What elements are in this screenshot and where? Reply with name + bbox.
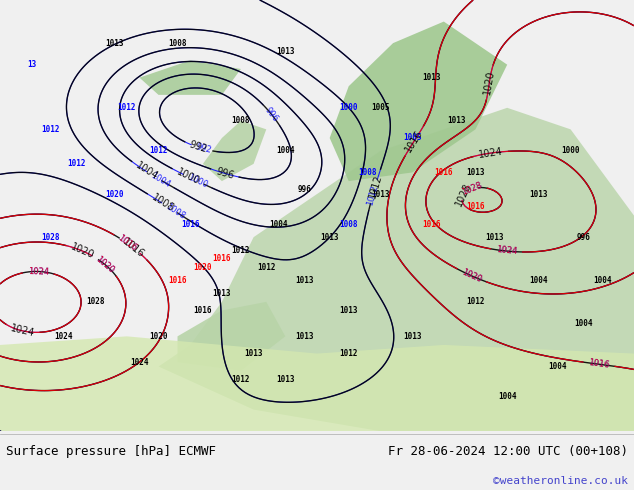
Text: 1004: 1004 (276, 147, 295, 155)
Text: 1013: 1013 (320, 233, 339, 242)
Text: 1000: 1000 (339, 103, 358, 112)
Text: 1008: 1008 (150, 193, 176, 214)
Text: 1012: 1012 (117, 103, 136, 112)
Text: 1016: 1016 (212, 254, 231, 263)
Text: 1012: 1012 (41, 125, 60, 134)
Polygon shape (203, 121, 266, 181)
Text: 1004: 1004 (498, 392, 517, 401)
Text: 1016: 1016 (466, 202, 485, 212)
Text: 1020: 1020 (193, 263, 212, 272)
Text: 1020: 1020 (460, 268, 483, 284)
Text: 1012: 1012 (149, 147, 168, 155)
Text: 1016: 1016 (434, 168, 453, 177)
Text: 1012: 1012 (231, 375, 250, 384)
Text: 996: 996 (263, 106, 280, 124)
Text: 1016: 1016 (181, 220, 200, 229)
Text: 1013: 1013 (105, 39, 124, 48)
Text: 1004: 1004 (149, 171, 172, 189)
Text: 1008: 1008 (358, 168, 377, 177)
Text: 1020: 1020 (105, 190, 124, 198)
Text: 1013: 1013 (212, 289, 231, 298)
Text: 1005: 1005 (371, 103, 390, 112)
Text: 992: 992 (195, 143, 212, 155)
Text: 1013: 1013 (295, 332, 314, 341)
Text: 1005: 1005 (403, 133, 422, 143)
Text: 13: 13 (27, 60, 36, 69)
Text: 1020: 1020 (460, 268, 483, 284)
Text: 996: 996 (297, 185, 311, 194)
Text: 1013: 1013 (339, 306, 358, 315)
Text: 1013: 1013 (447, 116, 466, 125)
Text: 1013: 1013 (422, 73, 441, 82)
Text: 1028: 1028 (460, 181, 483, 197)
Text: 1013: 1013 (276, 375, 295, 384)
Text: 1024: 1024 (130, 358, 149, 367)
Text: 1016: 1016 (121, 237, 146, 260)
Text: 1013: 1013 (485, 233, 504, 242)
Text: 1004: 1004 (134, 161, 160, 182)
Polygon shape (139, 60, 241, 95)
Text: Surface pressure [hPa] ECMWF: Surface pressure [hPa] ECMWF (6, 445, 216, 458)
Text: 1024: 1024 (9, 323, 36, 339)
Text: 1024: 1024 (28, 267, 49, 276)
Text: 1012: 1012 (466, 297, 485, 306)
Text: 1016: 1016 (168, 276, 187, 285)
Text: 1008: 1008 (164, 202, 186, 221)
Text: 1000: 1000 (561, 147, 580, 155)
Text: 1013: 1013 (295, 276, 314, 285)
Text: 1004: 1004 (529, 276, 548, 285)
Text: 1013: 1013 (371, 190, 390, 198)
Text: 1013: 1013 (276, 47, 295, 56)
Text: 1020: 1020 (94, 254, 116, 275)
Text: 1004: 1004 (593, 276, 612, 285)
Text: 1016: 1016 (116, 234, 139, 253)
Text: 1028: 1028 (86, 297, 105, 306)
Text: 1020: 1020 (94, 254, 116, 275)
Text: 1020: 1020 (482, 70, 496, 96)
Text: 996: 996 (576, 233, 590, 242)
Text: 1008: 1008 (231, 116, 250, 125)
Text: 1004: 1004 (548, 362, 567, 371)
Text: 1020: 1020 (70, 242, 96, 261)
Text: 1028: 1028 (453, 182, 473, 208)
Text: 1016: 1016 (588, 358, 610, 370)
Text: 1024: 1024 (478, 147, 503, 160)
Text: 1012: 1012 (67, 159, 86, 169)
Polygon shape (0, 336, 634, 431)
Polygon shape (178, 302, 285, 371)
Text: 1028: 1028 (460, 181, 483, 197)
Text: 992: 992 (188, 140, 209, 155)
Text: 1012: 1012 (366, 184, 380, 206)
Text: 1024: 1024 (54, 332, 73, 341)
Text: Fr 28-06-2024 12:00 UTC (00+108): Fr 28-06-2024 12:00 UTC (00+108) (387, 445, 628, 458)
Text: 1012: 1012 (367, 173, 384, 199)
Text: 1016: 1016 (116, 234, 139, 253)
Text: ©weatheronline.co.uk: ©weatheronline.co.uk (493, 476, 628, 486)
Text: 1000: 1000 (186, 172, 209, 190)
Text: 1016: 1016 (403, 128, 425, 154)
Text: 1008: 1008 (339, 220, 358, 229)
Text: 1012: 1012 (257, 263, 276, 272)
Text: 1013: 1013 (529, 190, 548, 198)
Text: 1024: 1024 (28, 267, 49, 276)
Text: 1024: 1024 (496, 245, 517, 257)
Text: 1004: 1004 (269, 220, 288, 229)
Text: 1012: 1012 (231, 245, 250, 255)
Text: 1004: 1004 (574, 319, 593, 328)
Text: 1013: 1013 (244, 349, 263, 358)
Text: 1020: 1020 (149, 332, 168, 341)
Text: 1013: 1013 (403, 332, 422, 341)
Text: 1016: 1016 (588, 358, 610, 370)
Text: 1013: 1013 (466, 168, 485, 177)
Text: 1012: 1012 (339, 349, 358, 358)
Text: 1000: 1000 (175, 167, 201, 187)
Text: 996: 996 (214, 166, 235, 181)
Text: 1024: 1024 (496, 245, 517, 257)
Text: 1008: 1008 (168, 39, 187, 48)
Text: 1028: 1028 (41, 233, 60, 242)
Polygon shape (330, 22, 507, 181)
Polygon shape (158, 108, 634, 431)
Text: 1016: 1016 (422, 220, 441, 229)
Text: 1016: 1016 (193, 306, 212, 315)
